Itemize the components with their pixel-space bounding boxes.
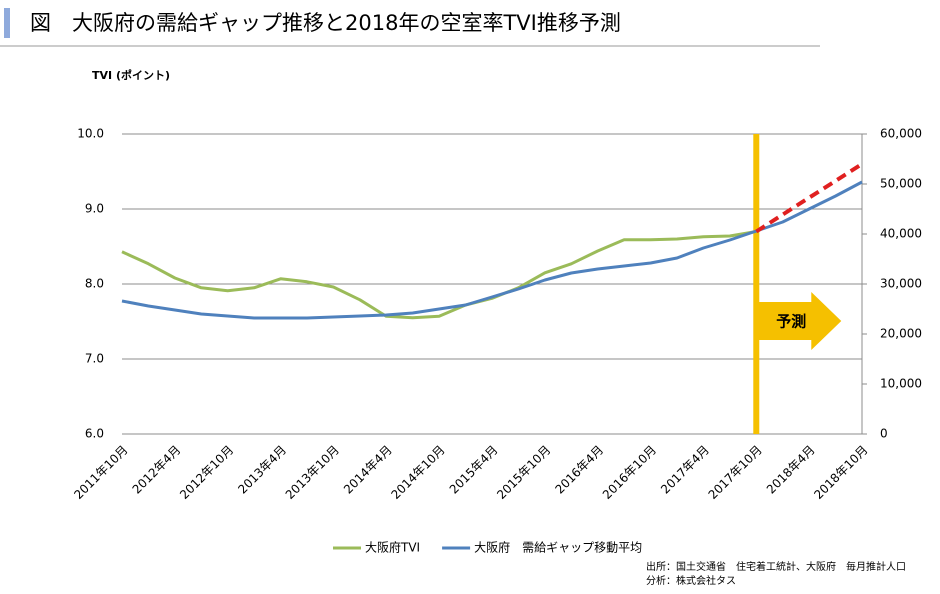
x-tick-label: 2015年4月 [447, 443, 501, 497]
x-tick-label: 2012年10月 [177, 443, 236, 502]
y2-tick-label: 40,000 [880, 227, 922, 241]
y-tick-label: 9.0 [85, 202, 104, 216]
forecast-line [755, 162, 864, 234]
series-line [121, 230, 757, 320]
y2-tick-label: 30,000 [880, 277, 922, 291]
y2-tick-label: 50,000 [880, 177, 922, 191]
y-tick-label: 7.0 [85, 352, 104, 366]
x-tick-label: 2015年10月 [494, 443, 553, 502]
y-tick-label: 6.0 [85, 427, 104, 441]
x-tick-label: 2013年4月 [235, 443, 289, 497]
legend-label: 大阪府TVI [365, 540, 420, 555]
x-tick-label: 2017年10月 [706, 443, 765, 502]
x-tick-label: 2014年4月 [341, 443, 395, 497]
chart-title: 図 大阪府の需給ギャップ推移と2018年の空室率TVI推移予測 [30, 11, 621, 35]
x-tick-label: 2018年4月 [764, 443, 818, 497]
x-tick-label: 2014年10月 [388, 443, 447, 502]
forecast-arrow [758, 292, 842, 350]
x-tick-label: 2016年4月 [552, 443, 606, 497]
x-tick-label: 2013年10月 [283, 443, 342, 502]
x-tick-label: 2011年10月 [71, 443, 130, 502]
x-tick-label: 2017年4月 [658, 443, 712, 497]
y2-tick-label: 10,000 [880, 377, 922, 391]
series-line [121, 180, 863, 320]
x-tick-label: 2016年10月 [600, 443, 659, 502]
y-axis-label: TVI (ポイント) [92, 68, 170, 82]
source-note: 出所：国土交通省 住宅着工統計、大阪府 毎月推計人口 [646, 560, 906, 573]
y-tick-label: 8.0 [85, 277, 104, 291]
y2-tick-label: 20,000 [880, 327, 922, 341]
source-note: 分析：株式会社タス [646, 574, 736, 587]
legend-label: 大阪府 需給ギャップ移動平均 [474, 540, 642, 555]
x-tick-label: 2012年4月 [130, 443, 184, 497]
y-tick-label: 10.0 [77, 127, 104, 141]
title-accent [4, 8, 10, 38]
y2-tick-label: 60,000 [880, 127, 922, 141]
forecast-label: 予測 [776, 313, 806, 331]
x-tick-label: 2018年10月 [811, 443, 870, 502]
y2-tick-label: 0 [880, 427, 888, 441]
